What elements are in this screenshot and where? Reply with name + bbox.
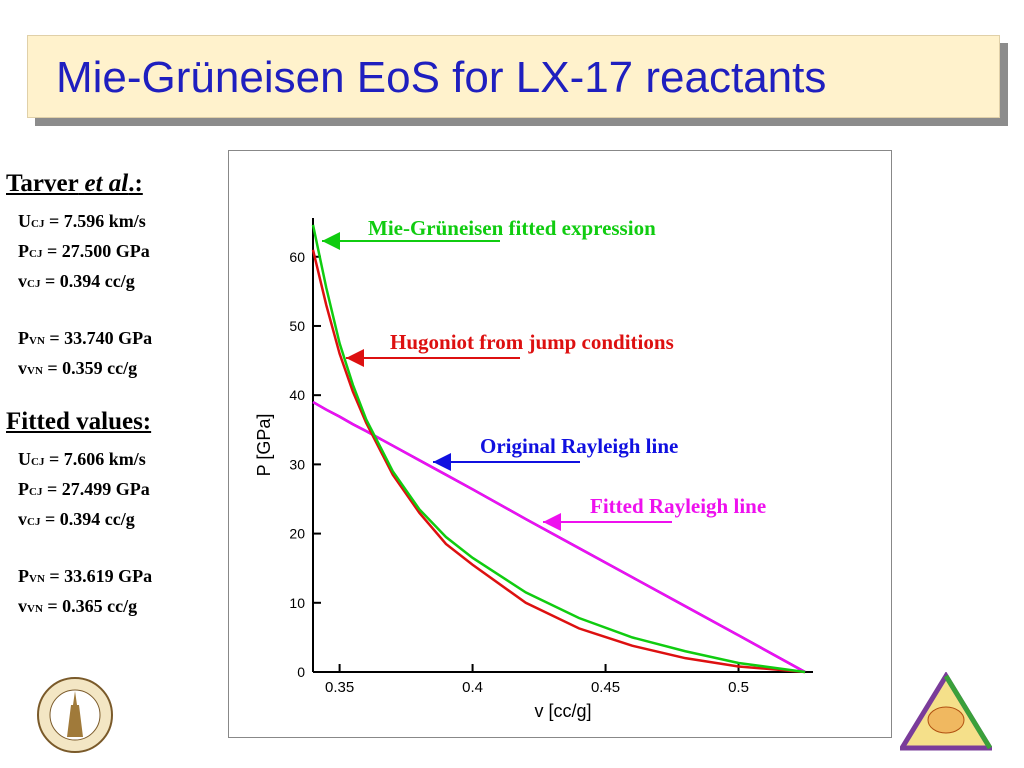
x-tick-label: 0.5 [728, 679, 749, 696]
fitted-heading: Fitted values: [6, 408, 152, 435]
param-symbol: v [18, 509, 27, 529]
caltech-logo [37, 677, 113, 753]
title-box: Mie-Grüneisen EoS for LX-17 reactants [27, 35, 1000, 118]
heading-text: .: [128, 170, 143, 197]
param-subscript: CJ [31, 218, 45, 230]
y-tick-label: 40 [289, 387, 305, 403]
param-line: vCJ = 0.394 cc/g [18, 268, 152, 298]
param-line: PVN = 33.740 GPa [18, 325, 152, 355]
legend-label: Original Rayleigh line [480, 434, 678, 458]
fitted-panel: Fitted values: UCJ = 7.606 km/s PCJ = 27.… [6, 408, 152, 623]
param-symbol: P [18, 328, 29, 348]
chart: 0 10 20 30 40 50 60 0.35 0.4 0.45 0.5 v [cc/g] P [GP… [228, 150, 892, 738]
param-value: = 33.619 GPa [49, 566, 153, 586]
y-tick-label: 20 [289, 526, 305, 542]
param-subscript: VN [27, 365, 43, 377]
y-tick-label: 10 [289, 595, 305, 611]
param-line: vVN = 0.359 cc/g [18, 355, 152, 385]
y-tick-label: 30 [289, 456, 305, 472]
param-line: PVN = 33.619 GPa [18, 563, 152, 593]
heading-italic: et al [84, 170, 129, 197]
param-line: vCJ = 0.394 cc/g [18, 506, 152, 536]
param-subscript: CJ [29, 486, 43, 498]
param-value: = 7.606 km/s [48, 449, 146, 469]
param-symbol: U [18, 211, 31, 231]
param-subscript: CJ [29, 248, 43, 260]
y-axis-label: P [GPa] [254, 414, 274, 477]
param-subscript: VN [27, 603, 43, 615]
param-subscript: CJ [27, 278, 41, 290]
series-line [311, 249, 806, 674]
heading-text: Tarver [6, 170, 79, 197]
param-subscript: VN [29, 335, 45, 347]
legend-label: Hugoniot from jump conditions [390, 330, 674, 354]
param-line: UCJ = 7.596 km/s [18, 208, 152, 238]
param-symbol: P [18, 479, 29, 499]
param-value: = 33.740 GPa [49, 328, 153, 348]
param-value: = 7.596 km/s [48, 211, 146, 231]
param-symbol: P [18, 566, 29, 586]
param-value: = 0.394 cc/g [44, 271, 135, 291]
x-tick-label: 0.45 [591, 679, 620, 696]
param-symbol: U [18, 449, 31, 469]
y-tick-label: 50 [289, 318, 305, 334]
x-axis-label: v [cc/g] [534, 701, 591, 721]
y-tick-label: 0 [297, 664, 305, 680]
spacer [18, 536, 152, 563]
param-line: vVN = 0.365 cc/g [18, 593, 152, 623]
param-list: UCJ = 7.606 km/s PCJ = 27.499 GPa vCJ = 0.… [18, 446, 152, 623]
param-value: = 27.499 GPa [46, 479, 150, 499]
param-symbol: v [18, 358, 27, 378]
param-value: = 0.359 cc/g [47, 358, 138, 378]
legend-label: Fitted Rayleigh line [590, 494, 766, 518]
slide-title: Mie-Grüneisen EoS for LX-17 reactants [56, 53, 827, 102]
spacer [18, 298, 152, 325]
series-line [311, 224, 806, 674]
param-value: = 0.394 cc/g [44, 509, 135, 529]
x-tick-label: 0.4 [462, 679, 483, 696]
legend-label: Mie-Grüneisen fitted expression [368, 216, 656, 240]
asci-logo [900, 672, 992, 751]
param-value: = 27.500 GPa [46, 241, 150, 261]
param-line: PCJ = 27.499 GPa [18, 476, 152, 506]
param-symbol: P [18, 241, 29, 261]
x-tick-label: 0.35 [325, 679, 354, 696]
param-symbol: v [18, 271, 27, 291]
tarver-heading: Tarver et al.: [6, 170, 152, 198]
param-subscript: CJ [27, 516, 41, 528]
param-subscript: VN [29, 573, 45, 585]
param-line: PCJ = 27.500 GPa [18, 238, 152, 268]
y-tick-label: 60 [289, 249, 305, 265]
tarver-panel: Tarver et al.: UCJ = 7.596 km/s PCJ = 27.… [6, 170, 152, 385]
param-symbol: v [18, 596, 27, 616]
series-line [312, 401, 806, 674]
param-list: UCJ = 7.596 km/s PCJ = 27.500 GPa vCJ = 0.… [18, 208, 152, 385]
param-subscript: CJ [31, 456, 45, 468]
param-line: UCJ = 7.606 km/s [18, 446, 152, 476]
param-value: = 0.365 cc/g [47, 596, 138, 616]
